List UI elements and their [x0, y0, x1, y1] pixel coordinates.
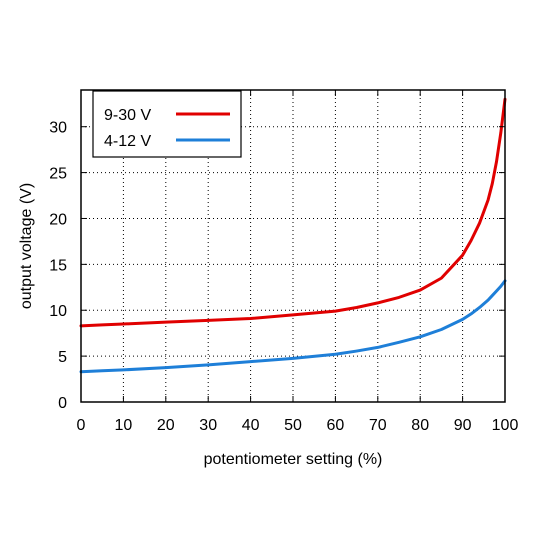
x-tick-label: 70: [369, 417, 387, 434]
y-tick-label: 15: [49, 257, 67, 274]
y-tick-label: 0: [58, 395, 67, 412]
y-tick-label: 30: [49, 120, 67, 137]
x-axis-label: potentiometer setting (%): [204, 451, 383, 468]
x-tick-label: 0: [77, 417, 86, 434]
legend-box: [92, 90, 242, 158]
x-tick-label: 90: [454, 417, 472, 434]
series-line-4-12v: [79, 279, 507, 374]
ticks-layer: 0 10 20 30 40 50 60 70 80 90 100 0 5 10 15 20 25 30: [49, 90, 518, 434]
series-line-9-30v: [79, 97, 507, 328]
legend-layer: 9-30 V 4-12 V: [92, 90, 242, 158]
legend-label-9-30v: 9-30 V: [104, 107, 151, 124]
y-tick-label: 25: [49, 166, 67, 183]
series-layer: [79, 97, 507, 374]
x-tick-label: 50: [284, 417, 302, 434]
x-tick-label: 80: [411, 417, 429, 434]
x-tick-label: 100: [492, 417, 519, 434]
y-tick-label: 20: [49, 211, 67, 228]
x-tick-label: 10: [115, 417, 133, 434]
x-tick-label: 20: [157, 417, 175, 434]
y-axis-label: output voltage (V): [18, 183, 35, 309]
legend-label-4-12v: 4-12 V: [104, 133, 151, 150]
y-tick-label: 5: [58, 349, 67, 366]
x-tick-label: 60: [327, 417, 345, 434]
x-tick-label: 30: [199, 417, 217, 434]
x-tick-label: 40: [242, 417, 260, 434]
y-tick-label: 10: [49, 303, 67, 320]
